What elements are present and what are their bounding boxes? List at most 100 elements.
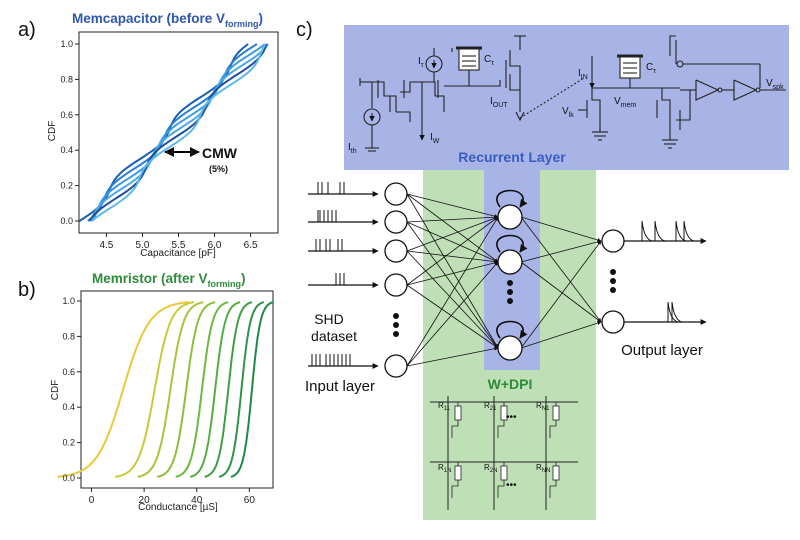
input-hidden-connection — [406, 193, 499, 349]
label-vspk: Vspk — [766, 78, 784, 91]
memristor — [454, 465, 462, 481]
panel-b-cdf-curve — [115, 301, 195, 478]
label-r1n: R1N — [438, 463, 451, 474]
panel-a-cdf-curve — [88, 43, 268, 222]
input-layer-label: Input layer — [305, 378, 375, 395]
panel-b-ytick-label: 1.0 — [62, 296, 75, 306]
panel-b-cdf-curve — [190, 301, 241, 478]
output-neuron — [601, 229, 625, 253]
panel-label-c: c) — [296, 19, 313, 41]
input-hidden-connection — [406, 216, 499, 252]
memristor — [552, 465, 560, 481]
ctau2-capacitor — [619, 55, 641, 79]
crossbar-labels: R11 R21 RN1 R1N R2N RNN ••• ••• — [438, 401, 550, 491]
panel-a-cdf-curve — [90, 43, 269, 222]
panel-b-cdf-curve — [57, 301, 189, 478]
input-hidden-connection — [406, 193, 499, 263]
ellipsis-dots — [393, 269, 616, 337]
recurrent-layer-label: Recurrent Layer — [458, 149, 566, 165]
iout-arrow — [515, 111, 525, 122]
panel-b-ytick-label: 0.8 — [62, 331, 75, 341]
panel-a-xtick-label: 5.0 — [135, 240, 149, 251]
panel-b-title: Memristor (after Vforming) — [92, 271, 246, 289]
memristor-wire — [448, 461, 459, 466]
memristor-wire — [546, 401, 557, 406]
panel-b-ylabel: CDF — [50, 380, 61, 401]
panel-a-xtick-label: 6.0 — [208, 240, 222, 251]
panel-a-ytick-label: 1.0 — [60, 39, 73, 49]
panel-a-xtick-label: 4.5 — [99, 240, 113, 251]
memristor — [454, 405, 462, 421]
hidden-output-connection — [520, 321, 602, 349]
input-hidden-connection — [406, 216, 499, 286]
label-rn1: RN1 — [536, 401, 550, 412]
recurrent-self-loop — [496, 189, 528, 208]
dataset-label-2: dataset — [311, 328, 357, 344]
panel-a-cdf-curve — [90, 43, 266, 222]
panel-c: Recurrent Layer W+DPI — [305, 25, 789, 520]
panel-b-cdf-curve — [175, 301, 229, 478]
input-hidden-connection — [406, 216, 499, 367]
access-transistor — [451, 480, 459, 498]
output-spike — [641, 220, 653, 242]
dpi-circuit — [359, 35, 786, 152]
recurrent-layer-box — [344, 25, 789, 170]
cmw-sub-label: (5%) — [209, 164, 228, 174]
crossbar-array — [430, 396, 578, 510]
label-ctau2: Cτ — [646, 62, 656, 75]
snn-network — [308, 182, 707, 378]
dashed-connector — [519, 77, 585, 119]
panel-a-ticks: 4.5 5.0 5.5 6.0 6.5 0.0 0.2 0.4 0.6 0.8 1.0 — [60, 39, 258, 251]
wdpi-label: W+DPI — [488, 376, 533, 392]
panel-b-axes — [80, 290, 274, 489]
input-neuron — [384, 182, 408, 206]
memristor-wire — [448, 401, 459, 406]
panel-b-ytick-label: 0.6 — [62, 367, 75, 377]
input-hidden-connection — [406, 260, 499, 286]
panel-b-xtick-label: 0 — [89, 495, 95, 506]
hidden-output-connection — [520, 261, 602, 323]
label-rnn: RNN — [536, 463, 550, 474]
panel-b-cdf-curve — [204, 301, 253, 478]
panel-a-ytick-label: 0.2 — [60, 181, 73, 191]
input-hidden-connection — [406, 221, 499, 263]
panel-b-cdf-curve — [230, 301, 274, 478]
panel-b-cdf-curves — [57, 301, 274, 478]
panel-b-ticks: 0 20 40 60 0.0 0.2 0.4 0.6 0.8 1.0 — [62, 296, 255, 506]
hidden-neuron — [497, 249, 523, 275]
cmw-label: CMW — [202, 145, 238, 161]
memristor-wire — [494, 401, 505, 406]
panel-a-ytick-label: 0.8 — [60, 74, 73, 84]
hidden-output-connection — [520, 239, 602, 263]
panel-b-ytick-label: 0.2 — [62, 438, 75, 448]
input-hidden-connection — [406, 261, 499, 367]
panel-a-ytick-label: 0.4 — [60, 145, 73, 155]
panel-a-cdf-curve — [91, 43, 267, 222]
panel-label-a: a) — [18, 19, 36, 41]
memristor — [552, 405, 560, 421]
label-iout: IOUT — [490, 96, 508, 109]
output-neuron — [601, 310, 625, 334]
hidden-output-connection — [520, 216, 602, 323]
label-vlk: Vlk — [562, 106, 574, 119]
memristor-wire — [546, 461, 557, 466]
panel-a-title: Memcapacitor (before Vforming) — [72, 11, 263, 29]
access-transistor — [497, 480, 505, 498]
hidden-neuron — [497, 335, 523, 361]
input-hidden-connection — [406, 221, 499, 349]
label-ctau: Cτ — [484, 54, 494, 67]
panel-b-cdf-curve — [218, 301, 264, 478]
label-itau: Iτ — [418, 56, 424, 69]
output-spike — [671, 301, 683, 323]
panel-a-xlabel: Capacitance [pF] — [140, 248, 216, 259]
panel-a-xtick-label: 6.5 — [244, 240, 258, 251]
panel-b-xtick-label: 60 — [244, 495, 256, 506]
panel-label-b: b) — [18, 279, 36, 301]
label-r11: R11 — [438, 401, 451, 412]
input-hidden-connection — [406, 284, 499, 349]
label-vmem: Vmem — [614, 96, 636, 109]
input-hidden-connection — [406, 346, 499, 367]
circuit-labels: Iτ Cτ Ith IW IOUT IIN Vlk Vmem Cτ Vspk — [348, 54, 784, 155]
crossbar-ellipsis-bottom: ••• — [506, 480, 517, 491]
